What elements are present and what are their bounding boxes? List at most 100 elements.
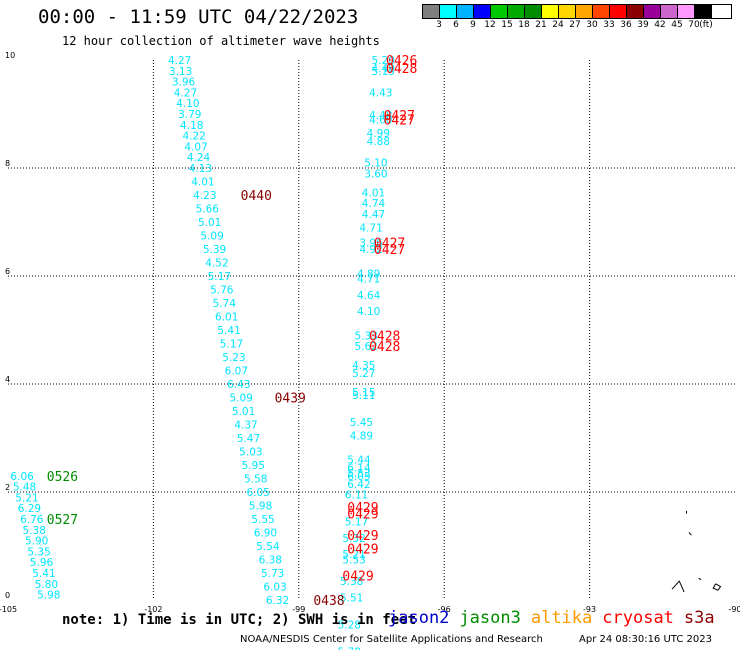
wave-height-value: 6.42 xyxy=(347,479,370,491)
wave-height-value: 5.73 xyxy=(261,568,284,580)
x-tick-label: -99 xyxy=(292,605,305,614)
legend-label: 70 xyxy=(688,20,700,30)
wave-height-value: 5.32 xyxy=(342,533,365,545)
legend-label: 27 xyxy=(569,20,581,30)
wave-height-value: 3.96 xyxy=(172,77,196,89)
legend-swatch xyxy=(542,5,559,18)
wave-height-value: 6.01 xyxy=(215,312,238,324)
wave-height-value: 4.49 xyxy=(372,63,395,75)
pass-time-label: 0427 xyxy=(374,237,405,252)
wave-height-value: 5.48 xyxy=(13,482,36,494)
x-tick-label: -90 xyxy=(728,605,740,614)
legend-label: 6 xyxy=(453,20,459,30)
y-tick-label: 8 xyxy=(5,159,10,168)
chart-subtitle: 12 hour collection of altimeter wave hei… xyxy=(62,34,380,48)
y-tick-label: 4 xyxy=(5,375,10,384)
wave-height-value: 5.09 xyxy=(229,393,252,405)
pass-time-label: 0427 xyxy=(374,243,405,258)
credit-line: NOAA/NESDIS Center for Satellite Applica… xyxy=(240,634,543,645)
wave-height-value: 5.17 xyxy=(345,517,368,529)
wave-height-value: 4.23 xyxy=(193,190,216,202)
wave-height-value: 5.41 xyxy=(32,568,55,580)
wave-height-value: 4.27 xyxy=(168,55,191,67)
wave-height-value: 5.98 xyxy=(249,501,272,513)
wave-height-value: 5.15 xyxy=(352,387,375,399)
wave-height-value: 5.66 xyxy=(196,204,220,216)
generated-timestamp: Apr 24 08:30:16 UTC 2023 xyxy=(579,634,712,645)
wave-height-value: 4.47 xyxy=(362,209,385,221)
legend-swatch xyxy=(559,5,576,18)
wave-height-value: 6.05 xyxy=(246,487,269,499)
wave-height-value: 5.96 xyxy=(30,557,54,569)
wave-height-value: 5.95 xyxy=(242,460,265,472)
wave-height-value: 5.76 xyxy=(210,285,234,297)
x-tick-label: -93 xyxy=(583,605,596,614)
legend-swatch xyxy=(457,5,474,18)
legend-label: 36 xyxy=(620,20,632,30)
wave-height-value: 5.01 xyxy=(232,406,255,418)
wave-height-value: 6.14 xyxy=(347,463,371,475)
legend-label: (ft) xyxy=(699,20,713,30)
wave-height-value: 4.43 xyxy=(369,87,392,99)
wave-height-value: 4.89 xyxy=(350,430,373,442)
pass-time-label: 0429 xyxy=(342,570,373,585)
legend-label: 42 xyxy=(654,20,666,30)
coastline-fragment xyxy=(688,532,692,536)
wave-height-value: 4.92 xyxy=(359,244,382,256)
wave-height-value: 6.07 xyxy=(225,366,248,378)
satellite-s3a: s3a xyxy=(683,608,715,628)
legend-label: 39 xyxy=(637,20,649,30)
wave-height-value: 4.01 xyxy=(191,177,214,189)
wave-height-value: 6.29 xyxy=(18,503,41,515)
wave-height-value: 3.60 xyxy=(364,168,387,180)
wave-height-value: 4.48 xyxy=(369,110,392,122)
pass-time-label: 0429 xyxy=(347,508,378,523)
legend-swatch xyxy=(661,5,678,18)
wave-height-value: 6.76 xyxy=(20,514,44,526)
y-tick-label: 2 xyxy=(5,483,10,492)
pass-time-label: 0426 xyxy=(386,54,417,69)
legend-swatch xyxy=(593,5,610,18)
satellite-legend: jason2 jason3 altika cryosat s3a xyxy=(388,608,725,628)
chart-title: 00:00 - 11:59 UTC 04/22/2023 xyxy=(38,6,359,28)
legend-label: 15 xyxy=(501,20,513,30)
wave-height-value: 5.44 xyxy=(347,455,371,467)
wave-height-value: 5.28 xyxy=(338,619,361,631)
wave-height-value: 5.35 xyxy=(27,546,50,558)
wave-height-value: 5.98 xyxy=(37,590,60,602)
wave-height-value: 5.41 xyxy=(217,325,240,337)
wave-height-value: 6.05 xyxy=(347,471,370,483)
y-tick-label: 0 xyxy=(5,591,10,600)
x-tick-label: -105 xyxy=(0,605,17,614)
legend-swatch xyxy=(423,5,440,18)
x-tick-label: -96 xyxy=(438,605,451,614)
y-tick-label: 6 xyxy=(5,267,10,276)
coastline-fragment xyxy=(712,583,722,591)
legend-label: 9 xyxy=(470,20,476,30)
wave-height-value: 5.23 xyxy=(222,352,245,364)
legend-label: 3 xyxy=(436,20,442,30)
legend-swatch xyxy=(508,5,525,18)
wave-height-value: 5.45 xyxy=(350,417,373,429)
legend-label: 21 xyxy=(535,20,547,30)
legend-label: 33 xyxy=(603,20,615,30)
color-legend: 3 6 9 12 15 18 21 24 27 30 33 36 39 42 45 70 (ft) xyxy=(422,4,732,33)
wave-height-value: 4.13 xyxy=(189,163,212,175)
wave-height-value: 5.17 xyxy=(220,339,243,351)
legend-swatch xyxy=(474,5,491,18)
wave-height-value: 5.53 xyxy=(347,468,370,480)
wave-height-value: 5.62 xyxy=(355,341,378,353)
wave-height-value: 5.47 xyxy=(237,433,260,445)
footer-note: note: 1) Time is in UTC; 2) SWH is in fe… xyxy=(62,612,417,628)
wave-height-value: 4.74 xyxy=(362,198,386,210)
wave-height-value: 5.21 xyxy=(342,549,365,561)
wave-height-value: 5.80 xyxy=(35,579,58,591)
wave-height-value: 4.10 xyxy=(176,98,199,110)
wave-height-value: 6.32 xyxy=(266,595,289,607)
legend-swatch xyxy=(491,5,508,18)
wave-height-value: 5.09 xyxy=(200,231,223,243)
wave-height-value: 4.37 xyxy=(234,420,257,432)
legend-swatch xyxy=(610,5,627,18)
wave-height-value: 6.11 xyxy=(345,490,368,502)
wave-height-value: 5.27 xyxy=(352,368,375,380)
